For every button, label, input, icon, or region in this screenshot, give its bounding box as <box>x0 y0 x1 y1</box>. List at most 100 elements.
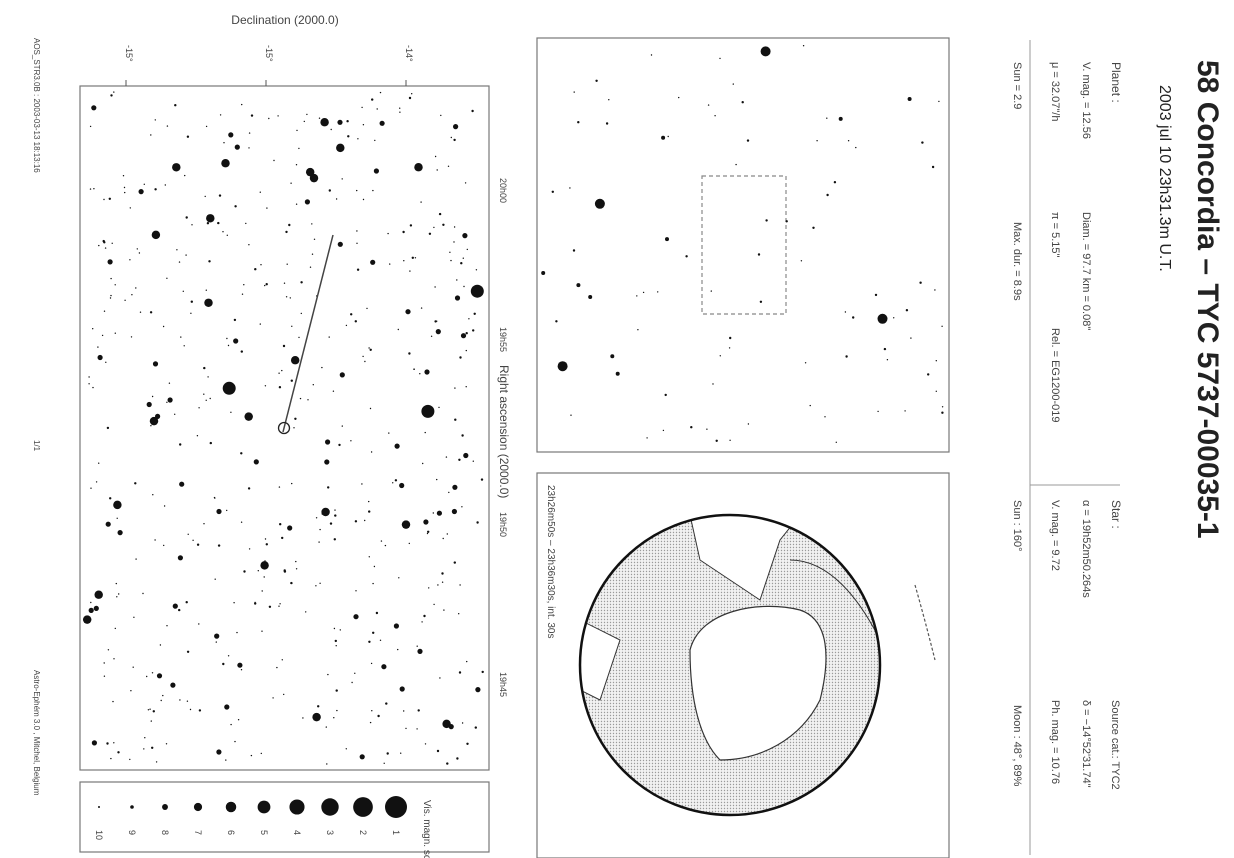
star-dot <box>662 429 665 432</box>
star-dot <box>588 295 593 299</box>
star-dot <box>678 96 680 99</box>
star-dot <box>103 662 105 664</box>
star-dot <box>312 384 314 386</box>
star-dot <box>405 309 411 315</box>
star-dot <box>356 242 358 244</box>
star-dot <box>657 291 659 293</box>
star-dot <box>151 672 154 674</box>
star-dot <box>361 483 363 485</box>
star-dot <box>91 105 97 111</box>
star-dot <box>156 673 163 679</box>
star-dot <box>907 97 912 101</box>
star-dot <box>190 300 193 303</box>
mag-dot <box>193 802 203 812</box>
star-dot <box>481 670 484 674</box>
ra-tick-label: 19h45 <box>498 672 508 697</box>
star-dot <box>150 134 152 136</box>
star-dot <box>260 561 269 570</box>
star-dot <box>151 230 161 240</box>
star-dot <box>368 556 370 558</box>
star-dot <box>414 257 417 259</box>
star-dot <box>350 440 352 442</box>
star-dot <box>172 603 178 609</box>
star-dot <box>338 443 341 447</box>
star-dot <box>935 390 937 392</box>
star-dot <box>304 199 310 205</box>
star-dot <box>364 360 366 363</box>
star-dot <box>401 520 411 529</box>
star-dot <box>159 644 162 646</box>
star-dot <box>298 147 300 150</box>
title: 58 Concordia – TYC 5737-00035-1 <box>1191 60 1224 539</box>
star-dot <box>240 669 243 671</box>
star-dot <box>408 542 410 545</box>
star-dot <box>927 373 930 376</box>
star-dot <box>259 191 261 193</box>
star-dot <box>350 313 353 316</box>
star-dot <box>417 648 423 655</box>
star-dot <box>459 356 462 359</box>
star-dot <box>227 655 230 657</box>
star-dot <box>260 264 262 266</box>
star-dot <box>234 740 236 743</box>
star-dot <box>283 570 287 573</box>
star-dot <box>90 487 92 489</box>
star-dot <box>460 262 463 265</box>
star-dot <box>354 520 358 523</box>
mag-dot <box>98 806 100 808</box>
star-dot <box>941 411 944 414</box>
star-dot <box>874 293 878 297</box>
mag-value-label: 6 <box>226 830 236 835</box>
star-dot <box>437 584 439 586</box>
star-dot <box>183 345 185 347</box>
star-dot <box>226 337 228 340</box>
star-dot <box>466 742 469 745</box>
ocean-area <box>580 619 621 701</box>
star-dot <box>416 728 418 730</box>
star-dot <box>154 188 157 191</box>
star-dot <box>409 270 411 272</box>
star-dot <box>368 347 370 349</box>
star-dot <box>152 494 154 496</box>
star-dot <box>305 611 307 613</box>
star-dot <box>847 140 850 142</box>
star-dot <box>234 205 237 208</box>
planet-mu: μ = 32.07"/h <box>1049 62 1061 121</box>
star-dot <box>187 533 189 535</box>
star-dot <box>394 443 400 449</box>
star-dot <box>475 269 478 271</box>
star-dot <box>113 500 122 510</box>
star-dot <box>259 323 261 325</box>
star-dot <box>168 382 171 384</box>
star-dot <box>278 486 281 488</box>
star-dot <box>458 613 460 615</box>
star-dot <box>266 207 268 209</box>
star-dot <box>373 565 376 568</box>
star-dot <box>276 666 278 669</box>
star-dot <box>476 521 479 524</box>
star-dot <box>330 128 332 131</box>
star-dot <box>136 248 138 250</box>
star-dot <box>877 410 879 413</box>
star-dot <box>398 577 400 579</box>
mag-value-label: 8 <box>160 830 170 835</box>
star-dot <box>321 366 323 369</box>
star-dot <box>166 277 168 279</box>
star-dot <box>324 459 330 465</box>
star-dot <box>263 576 265 578</box>
star-dot <box>883 347 887 351</box>
star-dot <box>434 155 437 158</box>
ra-tick-label: 19h50 <box>498 512 508 537</box>
star-dot <box>264 385 267 387</box>
star-dot <box>372 582 374 585</box>
star-dot <box>757 253 761 256</box>
star-heading: Star : <box>1109 500 1123 529</box>
star-dot <box>243 284 245 286</box>
star-dot <box>205 125 208 128</box>
star-dot <box>381 664 387 670</box>
star-dot <box>451 508 457 515</box>
star-dot <box>339 372 345 378</box>
star-dot <box>759 300 763 303</box>
star-dot <box>449 251 451 253</box>
finder-chart <box>536 37 950 453</box>
